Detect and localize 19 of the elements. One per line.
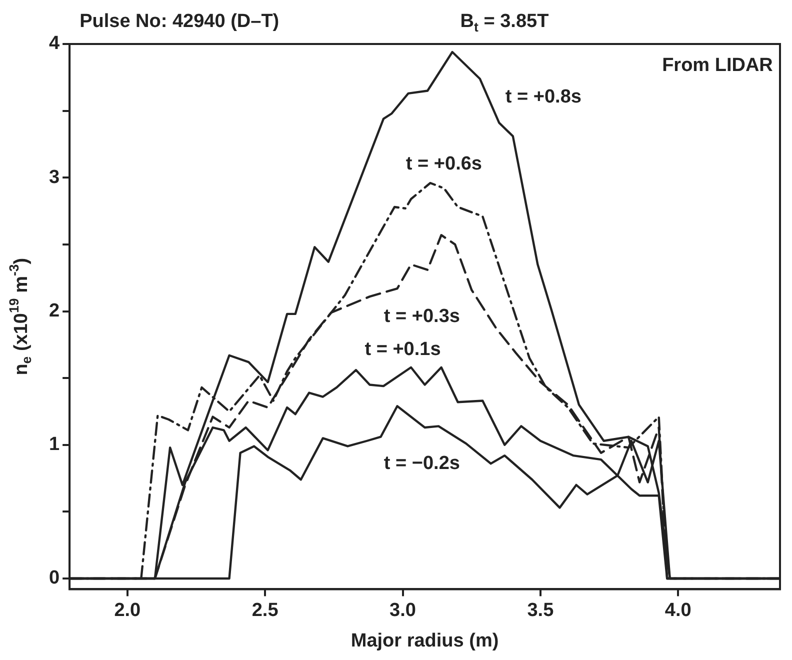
x-tick-label: 3.5 — [527, 600, 554, 621]
y-tick-label: 3 — [48, 166, 60, 188]
chart-title: Pulse No: 42940 (D–T) — [80, 11, 280, 32]
y-tick-label: 2 — [48, 300, 60, 322]
x-tick-label: 4.0 — [664, 600, 692, 621]
y-axis-title: ne (x1019 m-3) — [6, 258, 34, 376]
y-tick-label: 1 — [48, 434, 60, 456]
x-axis-title: Major radius (m) — [350, 630, 499, 652]
annotation: From LIDAR — [662, 55, 774, 76]
annotation: t = −0.2s — [384, 453, 460, 474]
annotation: t = +0.6s — [406, 154, 482, 175]
annotation: t = +0.3s — [384, 306, 460, 327]
y-tick-label: 4 — [48, 33, 60, 54]
x-tick-label: 2.5 — [252, 600, 279, 621]
annotation: t = +0.8s — [505, 86, 582, 108]
x-tick-label: 2.0 — [114, 600, 141, 621]
y-tick-label: 0 — [48, 568, 60, 589]
annotation: t = +0.1s — [364, 339, 441, 360]
x-tick-label: 3.0 — [390, 600, 416, 621]
